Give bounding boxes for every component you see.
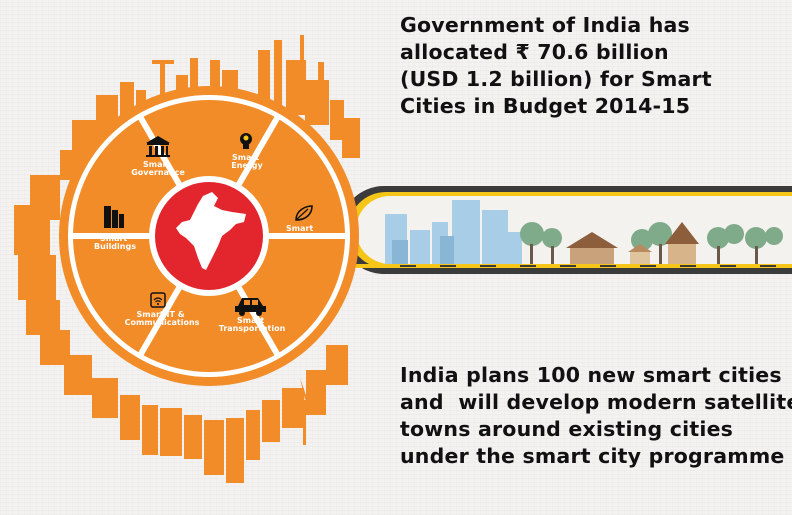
headline-line: towns around existing cities — [400, 417, 734, 441]
segment-buildings-label: Smart Buildings — [94, 234, 136, 251]
car-icon — [235, 298, 266, 316]
segment-separator — [234, 282, 281, 357]
segment-it-communications-label: Smart IT & Communications — [125, 310, 200, 327]
headline-line: Government of India has — [400, 13, 690, 37]
city-banner — [340, 186, 792, 274]
office-buildings-icon — [104, 206, 124, 228]
segment-governance-label: Smart Governance — [131, 160, 185, 177]
headline-line: (USD 1.2 billion) for Smart — [400, 67, 712, 91]
segment-separator — [137, 115, 184, 190]
headline-line: and will develop modern satellite — [400, 390, 792, 414]
headline-line: allocated ₹ 70.6 billion — [400, 40, 669, 64]
leaf-icon — [295, 205, 313, 221]
segment-separator — [234, 115, 281, 190]
government-building-icon — [146, 136, 170, 157]
wifi-icon — [150, 292, 166, 308]
segment-environment-label: Smart Environment — [272, 224, 330, 241]
smart-cities-plan-headline: India plans 100 new smart cities and wil… — [400, 362, 792, 470]
segment-energy-label: Smart Energy — [231, 153, 263, 170]
headline-line: under the smart city programme — [400, 444, 785, 468]
light-bulb-icon — [240, 133, 252, 149]
segment-separator — [137, 282, 184, 357]
segment-separators — [72, 115, 346, 357]
budget-headline: Government of India has allocated ₹ 70.6… — [400, 12, 712, 120]
headline-line: Cities in Budget 2014-15 — [400, 94, 691, 118]
india-map-icon — [176, 192, 246, 270]
segment-transportation-label: Smart Transportation — [219, 316, 286, 333]
headline-line: India plans 100 new smart cities — [400, 363, 782, 387]
